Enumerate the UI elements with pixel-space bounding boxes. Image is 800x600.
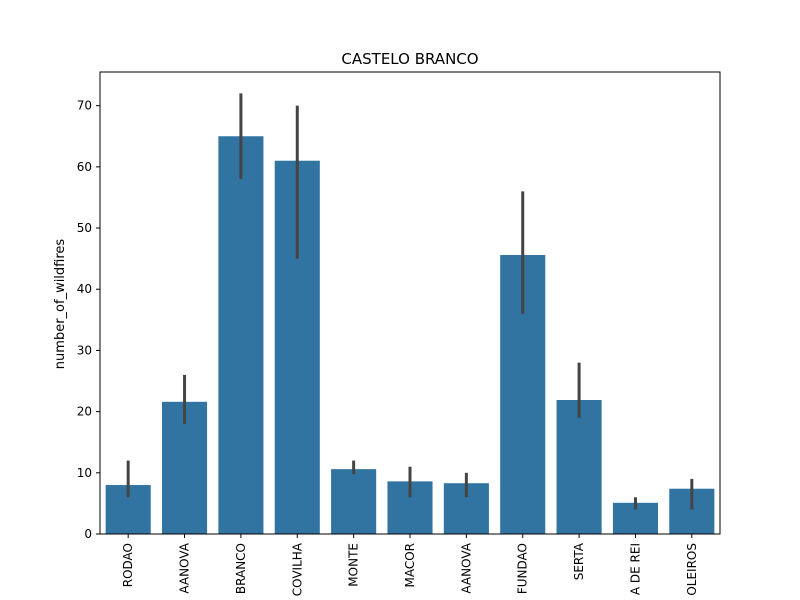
y-tick-label: 40 <box>77 282 92 296</box>
x-tick-label: AANOVA <box>459 542 473 593</box>
x-tick-label: SERTA <box>572 542 586 580</box>
x-tick-label: MONTE <box>347 543 361 587</box>
bar <box>556 399 602 534</box>
y-tick-label: 70 <box>77 99 92 113</box>
x-tick-label: RODAO <box>121 543 135 587</box>
x-tick-label: BRANCO <box>234 543 248 594</box>
y-tick-label: 30 <box>77 343 92 357</box>
y-tick-label: 20 <box>77 405 92 419</box>
y-tick-label: 10 <box>77 466 92 480</box>
y-axis-label: number_of_wildfires <box>53 239 68 370</box>
bar <box>331 469 377 534</box>
x-tick-label: OLEIROS <box>685 543 699 596</box>
plot-frame <box>99 71 721 535</box>
chart-title: CASTELO BRANCO <box>341 50 478 68</box>
bar <box>218 136 264 535</box>
x-tick-label: MACOR <box>403 543 417 588</box>
x-tick-label: FUNDAO <box>516 543 530 594</box>
x-tick-label: AANOVA <box>178 542 192 593</box>
y-tick-label: 60 <box>77 160 92 174</box>
y-tick-label: 50 <box>77 221 92 235</box>
x-tick-label: COVILHA <box>290 542 304 596</box>
plot-area: RODAO AANOVA BRANCO COVILHA MONTE MACOR AANOVA… <box>77 71 721 596</box>
x-tick-label: A DE REI <box>628 543 642 595</box>
y-tick-label: 0 <box>84 527 92 541</box>
